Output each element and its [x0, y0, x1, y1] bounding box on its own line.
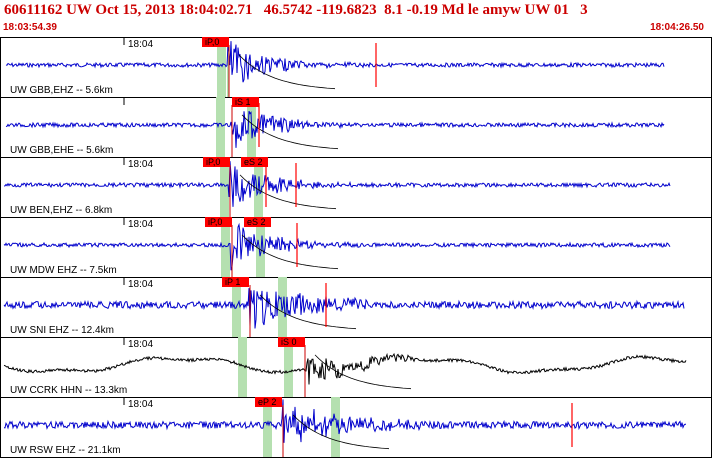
- pick-window: [217, 37, 226, 97]
- waveform-trace[interactable]: [5, 110, 665, 148]
- coda-curve: [241, 114, 339, 150]
- pick-marker[interactable]: [203, 157, 230, 167]
- pick-window: [227, 37, 229, 97]
- pick-window: [216, 97, 225, 157]
- station-label: UW GBB,EHZ -- 5.6km: [10, 85, 113, 96]
- pick-label[interactable]: iP,0: [208, 217, 222, 227]
- station-label: UW CCRK HHN -- 13.3km: [10, 385, 127, 396]
- station-label: UW SNI EHZ -- 12.4km: [10, 325, 114, 336]
- station-label: UW RSW EHZ -- 21.1km: [10, 445, 121, 456]
- pick-window: [256, 217, 265, 277]
- pick-label[interactable]: iP,0: [205, 37, 219, 47]
- pick-label[interactable]: iP 1: [225, 277, 240, 287]
- pick-marker[interactable]: [202, 37, 229, 47]
- waveform-trace[interactable]: [3, 399, 686, 443]
- station-label: UW GBB,EHE -- 5.6km: [10, 145, 113, 156]
- coda-curve: [238, 54, 336, 90]
- time-tick-label: 18:04: [128, 219, 153, 230]
- event-summary-title: 60611162 UW Oct 15, 2013 18:04:02.71 46.…: [4, 2, 588, 18]
- pick-marker[interactable]: [244, 217, 271, 227]
- waveform-trace[interactable]: [5, 41, 665, 83]
- pick-window: [221, 217, 230, 277]
- pick-label[interactable]: iP,0: [206, 157, 220, 167]
- station-label: UW MDW EHZ -- 7.5km: [10, 265, 117, 276]
- window-end-time: 18:04:26.50: [650, 22, 704, 33]
- pick-label[interactable]: eS 2: [247, 217, 266, 227]
- coda-curve: [259, 294, 357, 330]
- pick-marker[interactable]: [278, 337, 305, 347]
- pick-marker[interactable]: [255, 397, 282, 407]
- waveform-trace[interactable]: [3, 352, 687, 385]
- coda-curve: [292, 414, 390, 450]
- time-tick-label: 18:04: [128, 399, 153, 410]
- waveform-trace[interactable]: [3, 161, 671, 207]
- time-tick-label: 18:04: [128, 159, 153, 170]
- waveform-trace[interactable]: [3, 288, 685, 329]
- station-label: UW BEN,EHZ -- 6.8km: [10, 205, 112, 216]
- time-tick-label: 18:04: [128, 339, 153, 350]
- pick-marker[interactable]: [232, 97, 259, 107]
- time-tick-label: 18:04: [128, 279, 153, 290]
- coda-curve: [239, 174, 337, 210]
- pick-label[interactable]: iS 1: [235, 97, 251, 107]
- pick-window: [284, 337, 293, 397]
- waveform-trace[interactable]: [3, 222, 671, 271]
- window-start-time: 18:03:54.39: [3, 22, 57, 33]
- time-tick-label: 18:04: [128, 39, 153, 50]
- coda-curve: [314, 354, 412, 390]
- pick-label[interactable]: eP 2: [258, 397, 276, 407]
- pick-marker[interactable]: [241, 157, 268, 167]
- pick-marker[interactable]: [205, 217, 232, 227]
- pick-label[interactable]: iS 0: [281, 337, 297, 347]
- coda-curve: [241, 234, 339, 270]
- pick-label[interactable]: eS 2: [244, 157, 263, 167]
- pick-window: [263, 397, 272, 457]
- pick-window: [331, 397, 340, 457]
- pick-marker[interactable]: [222, 277, 249, 287]
- pick-window: [220, 157, 229, 217]
- pick-window: [238, 337, 247, 397]
